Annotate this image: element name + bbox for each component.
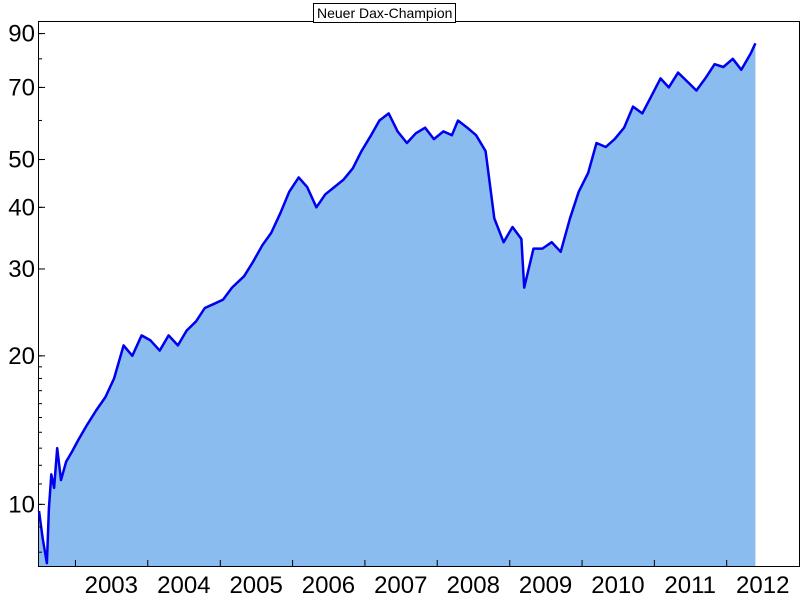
x-tick-label: 2005 — [229, 572, 282, 599]
x-tick-label: 2011 — [664, 572, 716, 599]
y-tick-label: 40 — [8, 194, 35, 221]
y-axis: 10 20 30 40 50 70 90 — [8, 21, 45, 553]
x-tick-label: 2010 — [591, 572, 644, 599]
series-line — [37, 42, 757, 565]
series-area-fill — [39, 43, 756, 567]
x-tick-label: 2004 — [157, 572, 210, 599]
x-tick-label: 2009 — [519, 572, 572, 599]
y-tick-label: 70 — [8, 74, 35, 101]
x-axis: 2003 2004 2005 2006 2007 2008 2009 2010 2011 2012 — [74, 560, 789, 599]
y-tick-label: 90 — [8, 21, 35, 48]
y-tick-label: 10 — [8, 491, 35, 518]
x-tick-label: 2007 — [374, 572, 427, 599]
x-tick-label: 2003 — [85, 572, 138, 599]
x-tick-label: 2012 — [736, 572, 789, 599]
x-tick-label: 2006 — [302, 572, 355, 599]
y-tick-label: 50 — [8, 147, 35, 174]
y-tick-label: 20 — [8, 343, 35, 370]
x-tick-label: 2008 — [447, 572, 500, 599]
y-tick-label: 30 — [8, 256, 35, 283]
chart-title: Neuer Dax-Champion — [313, 3, 457, 23]
